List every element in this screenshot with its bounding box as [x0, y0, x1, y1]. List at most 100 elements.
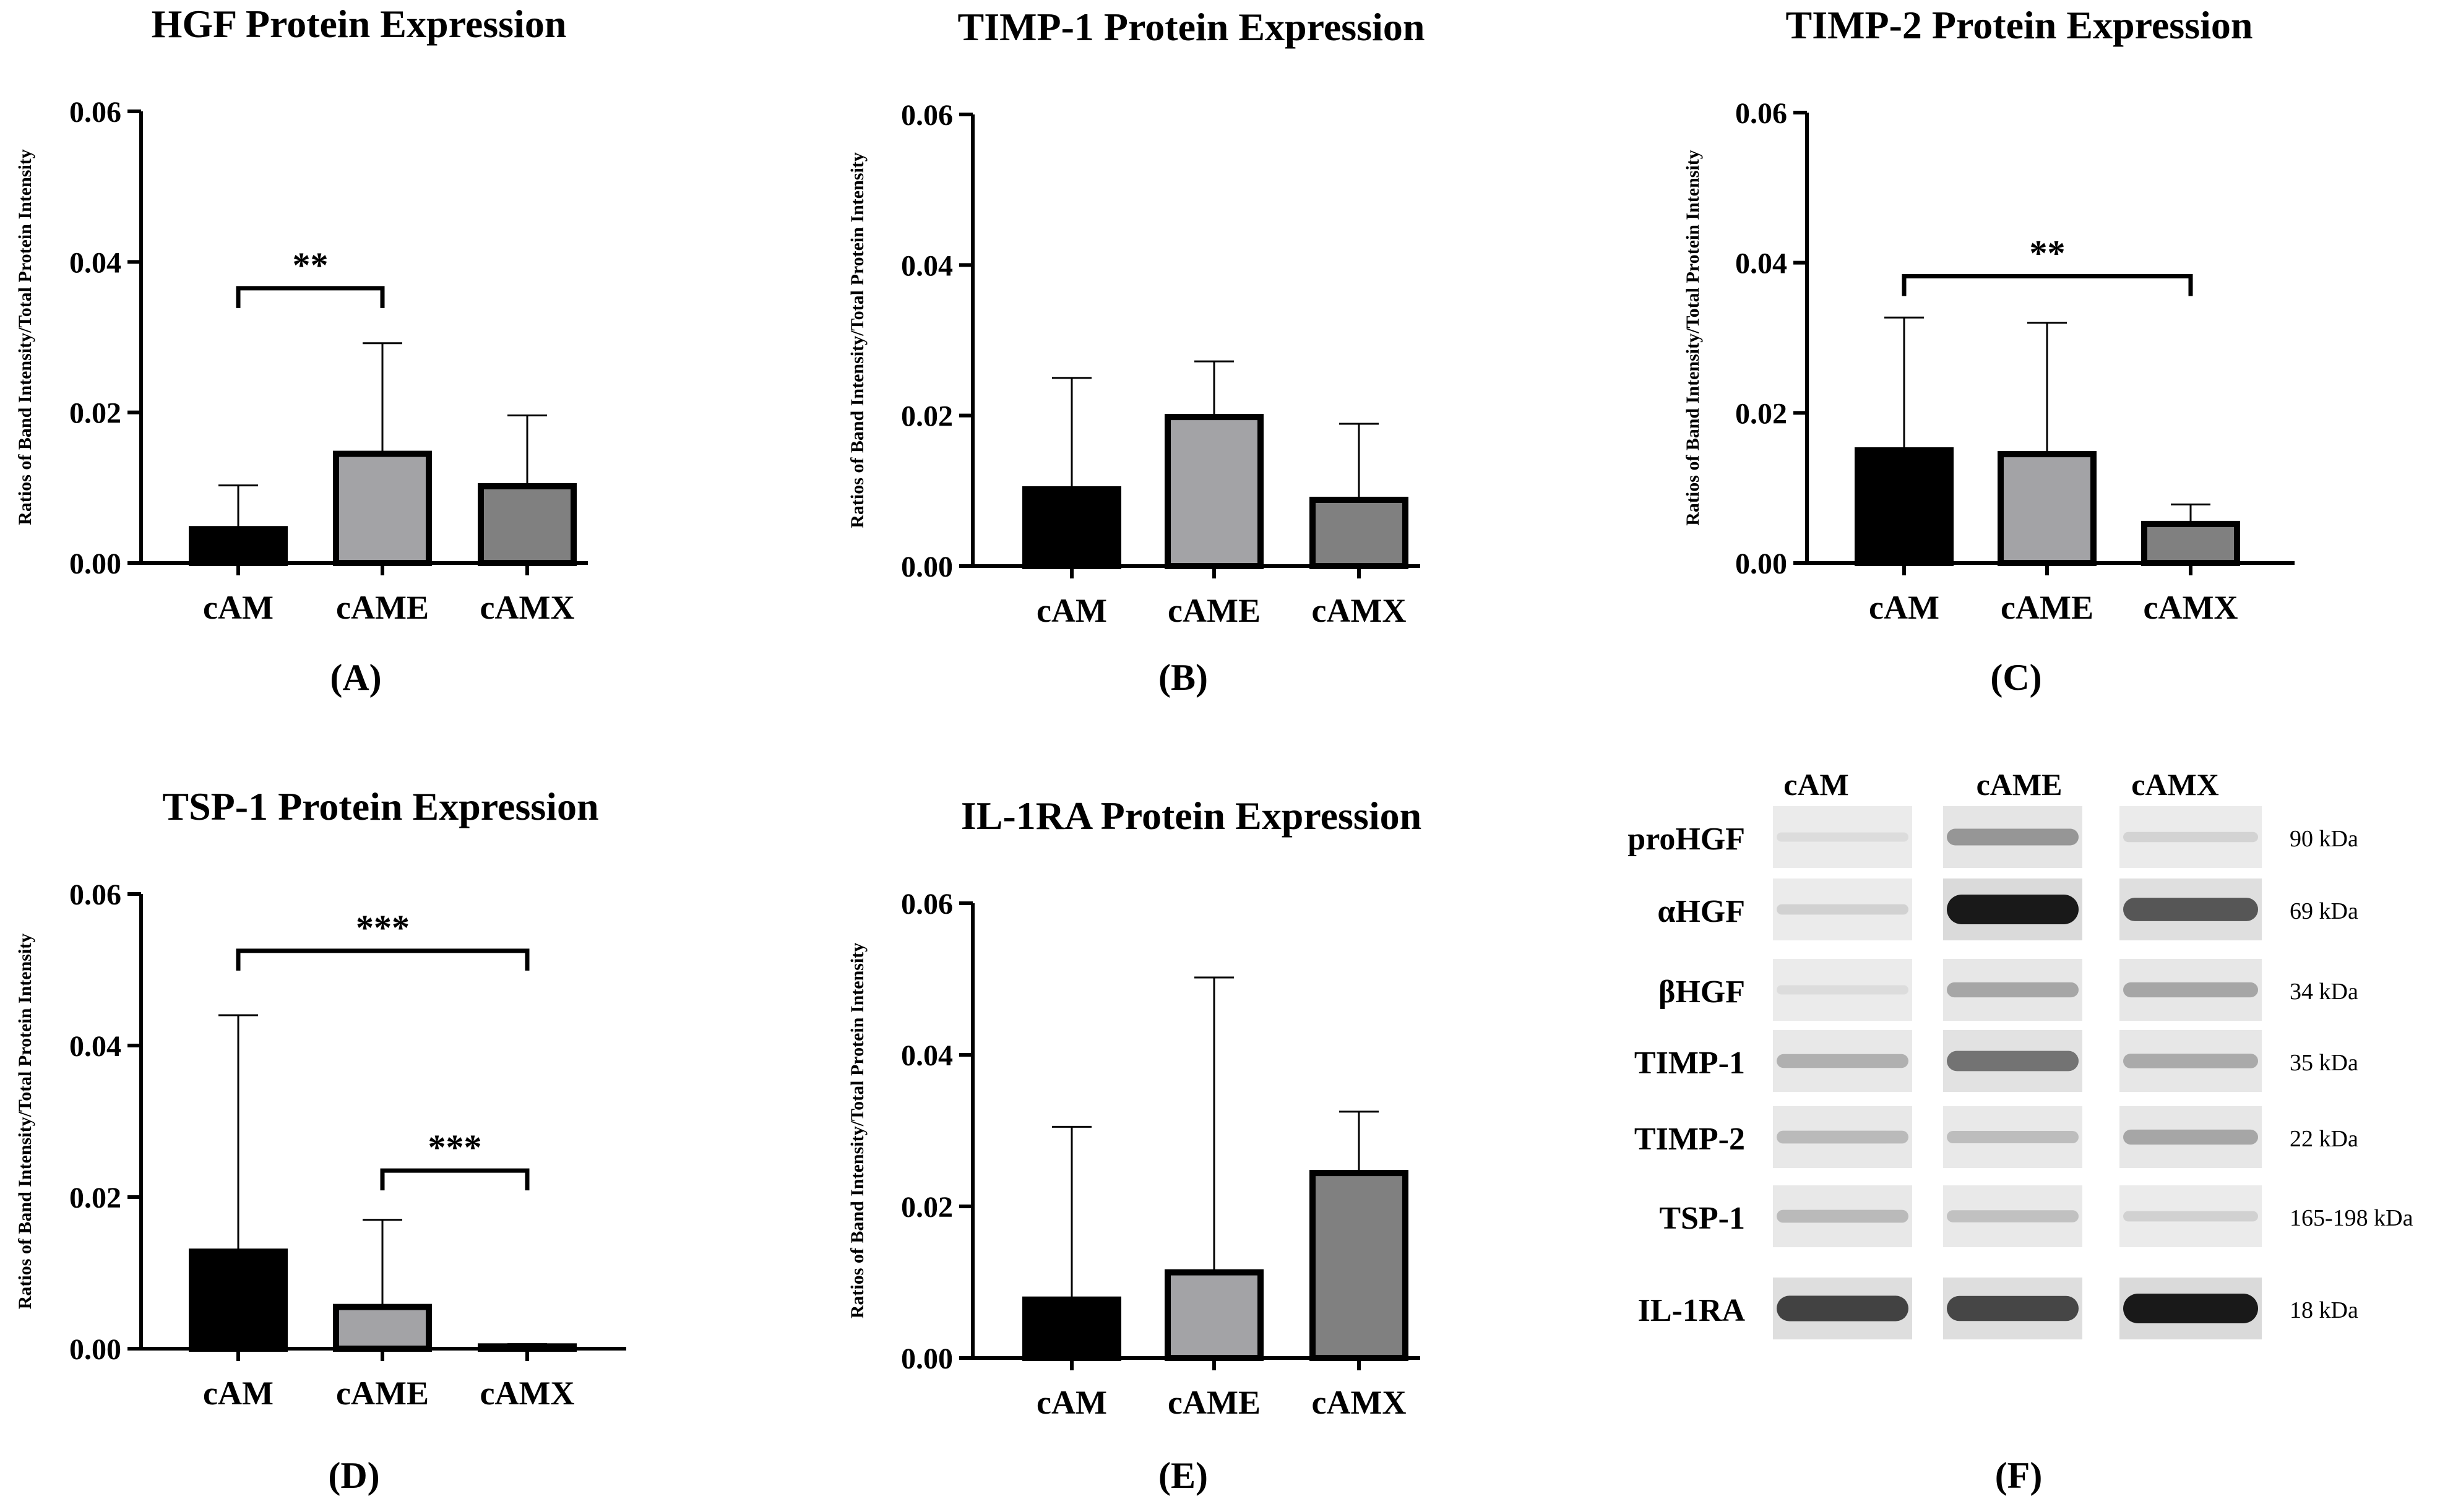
- blot-band-cAM: [1777, 985, 1908, 995]
- bar-cAM: [1022, 486, 1121, 570]
- bar-cAMX: [1309, 1170, 1408, 1361]
- bar-cAME: [1165, 1269, 1264, 1361]
- y-tick-label: 0.06: [69, 96, 121, 129]
- bar-cAMX: [478, 1343, 577, 1352]
- bar-cAME: [333, 1304, 432, 1352]
- y-tick-label: 0.02: [901, 1191, 953, 1224]
- y-tick-label: 0.06: [69, 878, 121, 911]
- blot-size-label: 90 kDa: [2290, 826, 2358, 852]
- bar-cAM: [1855, 447, 1954, 566]
- blot-size-label: 69 kDa: [2290, 898, 2358, 924]
- blot-column-label-cAME: cAME: [1977, 767, 2063, 802]
- blot-band-cAMX: [2123, 831, 2258, 843]
- significance-label: ***: [428, 1127, 482, 1167]
- blot-column-label-cAM: cAM: [1783, 767, 1849, 802]
- blot-row-label: αHGF: [1657, 894, 1745, 929]
- y-tick-label: 0.04: [69, 246, 121, 279]
- y-tick-label: 0.04: [901, 249, 953, 282]
- y-tick-label: 0.00: [69, 548, 121, 580]
- y-tick-label: 0.02: [69, 397, 121, 430]
- blot-band-cAM: [1777, 832, 1908, 842]
- blot-band-cAM: [1777, 904, 1908, 915]
- blot-band-cAME: [1947, 828, 2079, 846]
- chart-title: TIMP-2 Protein Expression: [1786, 3, 2253, 47]
- chart-title: TSP-1 Protein Expression: [162, 784, 598, 828]
- chart-panel-5: IL-1RA Protein Expression Ratios of Band …: [847, 794, 1421, 1496]
- y-tick-label: 0.00: [901, 1342, 953, 1375]
- blot-size-label: 34 kDa: [2290, 979, 2358, 1005]
- x-tick-label: cAM: [203, 589, 274, 626]
- x-tick-label: cAMX: [480, 589, 575, 626]
- western-blot-panel: cAM cAME cAMX proHGF 90 kDa αHGF 69 kDa βHGF 34 …: [1627, 767, 2413, 1496]
- panel-label: (E): [1158, 1455, 1208, 1496]
- y-tick-label: 0.00: [901, 551, 953, 583]
- blot-size-label: 18 kDa: [2290, 1297, 2358, 1323]
- blot-band-cAMX: [2123, 1054, 2258, 1068]
- bar-cAM: [189, 526, 288, 566]
- x-tick-label: cAME: [336, 1375, 429, 1412]
- chart-panel-3: TIMP-2 Protein Expression Ratios of Band …: [1683, 3, 2295, 698]
- blot-row-label: proHGF: [1627, 822, 1745, 857]
- y-axis-label: Ratios of Band Intensity/Total Protein I…: [1683, 150, 1703, 526]
- y-tick-label: 0.04: [901, 1039, 953, 1072]
- blot-band-cAMX: [2123, 982, 2258, 998]
- x-tick-label: cAMX: [480, 1375, 575, 1412]
- y-axis-label: Ratios of Band Intensity/Total Protein I…: [847, 152, 868, 528]
- blot-band-cAME: [1947, 1130, 2079, 1144]
- blot-band-cAMX: [2123, 898, 2258, 921]
- significance-bracket: [236, 286, 385, 308]
- y-tick-label: 0.02: [901, 400, 953, 433]
- y-tick-label: 0.00: [69, 1333, 121, 1366]
- bar-cAM: [1022, 1296, 1121, 1362]
- chart-title: HGF Protein Expression: [152, 2, 567, 46]
- blot-size-label: 35 kDa: [2290, 1050, 2358, 1076]
- chart-title: IL-1RA Protein Expression: [961, 794, 1421, 838]
- y-tick-label: 0.06: [901, 888, 953, 921]
- blot-band-cAME: [1947, 1295, 2079, 1321]
- x-tick-label: cAME: [336, 589, 429, 626]
- x-tick-label: cAM: [203, 1375, 274, 1412]
- y-axis-label: Ratios of Band Intensity/Total Protein I…: [15, 934, 35, 1310]
- x-tick-label: cAMX: [1312, 592, 1407, 629]
- y-tick-label: 0.06: [901, 99, 953, 132]
- blot-row-label: IL-1RA: [1638, 1293, 1746, 1328]
- blot-band-cAME: [1947, 1210, 2079, 1222]
- significance-label: **: [293, 245, 329, 285]
- significance-bracket: [1902, 274, 2193, 296]
- x-tick-label: cAME: [1168, 592, 1261, 629]
- blot-band-cAME: [1947, 1050, 2079, 1072]
- y-tick-label: 0.00: [1735, 548, 1787, 580]
- panel-label: (D): [328, 1455, 379, 1496]
- bar-cAMX: [478, 483, 577, 567]
- significance-label: ***: [356, 908, 410, 948]
- panel-label: (C): [1990, 657, 2041, 698]
- blot-band-cAMX: [2123, 1129, 2258, 1145]
- blot-band-cAME: [1947, 895, 2079, 924]
- x-tick-label: cAME: [1168, 1384, 1261, 1421]
- y-tick-label: 0.04: [1735, 247, 1787, 280]
- x-tick-label: cAM: [1037, 592, 1107, 629]
- bar-cAME: [1165, 414, 1264, 569]
- blot-band-cAM: [1777, 1209, 1908, 1223]
- y-axis-label: Ratios of Band Intensity/Total Protein I…: [15, 149, 35, 525]
- y-tick-label: 0.04: [69, 1030, 121, 1063]
- blot-row-label: TSP-1: [1659, 1201, 1745, 1236]
- blot-band-cAM: [1777, 1295, 1908, 1321]
- x-tick-label: cAMX: [1312, 1384, 1407, 1421]
- blot-band-cAM: [1777, 1130, 1908, 1144]
- blot-band-cAM: [1777, 1054, 1908, 1068]
- chart-panel-4: TSP-1 Protein Expression Ratios of Band I…: [15, 784, 626, 1496]
- chart-panel-1: HGF Protein Expression Ratios of Band Int…: [15, 2, 588, 698]
- x-tick-label: cAM: [1037, 1384, 1107, 1421]
- significance-bracket: [380, 1168, 530, 1191]
- blot-column-label-cAMX: cAMX: [2131, 767, 2219, 802]
- bar-cAME: [333, 450, 432, 566]
- y-tick-label: 0.06: [1735, 97, 1787, 130]
- bar-cAM: [189, 1248, 288, 1352]
- x-tick-label: cAM: [1869, 589, 1939, 626]
- x-tick-label: cAME: [2001, 589, 2093, 626]
- significance-bracket: [236, 948, 530, 971]
- blot-row-label: TIMP-2: [1634, 1122, 1745, 1157]
- blot-row-label: TIMP-1: [1634, 1046, 1745, 1081]
